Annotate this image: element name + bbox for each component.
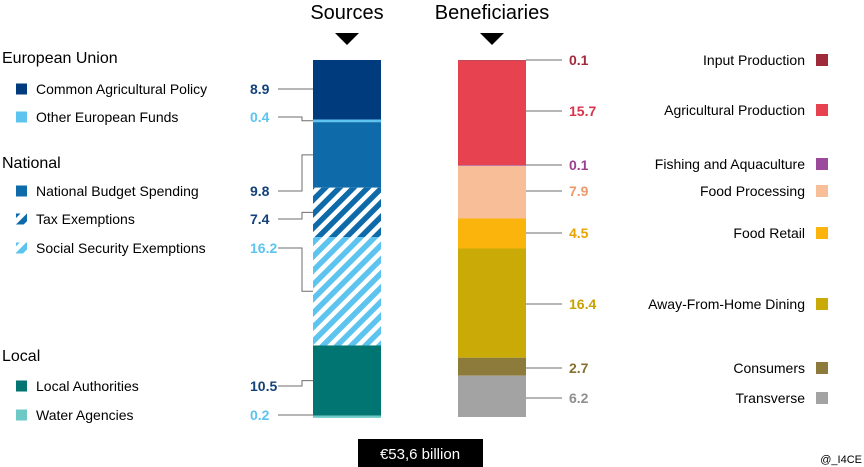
- sources-header: Sources: [310, 2, 383, 24]
- source-leader-line: [278, 247, 313, 292]
- beneficiary-swatch: [816, 362, 828, 374]
- beneficiary-value: 7.9: [569, 183, 589, 199]
- source-value: 7.4: [250, 211, 270, 227]
- source-leader-line: [278, 380, 313, 387]
- source-value: 16.2: [250, 240, 277, 256]
- source-label: Social Security Exemptions: [36, 240, 206, 256]
- beneficiary-label: Transverse: [735, 390, 805, 406]
- beneficiary-value: 2.7: [569, 360, 589, 376]
- sources-segment: [313, 60, 381, 120]
- credit-label: @_I4CE: [820, 454, 862, 466]
- beneficiaries-header: Beneficiaries: [435, 2, 550, 24]
- sources-bar: [313, 60, 381, 418]
- source-swatch: [16, 409, 27, 421]
- beneficiary-value: 16.4: [569, 296, 596, 312]
- beneficiary-swatch: [816, 392, 828, 404]
- sources-segment: [313, 187, 381, 238]
- beneficiary-value: 4.5: [569, 225, 589, 241]
- beneficiary-label: Input Production: [703, 52, 805, 68]
- total-box: [358, 439, 483, 467]
- beneficiary-label: Consumers: [733, 360, 805, 376]
- source-swatch: [16, 242, 27, 254]
- sources-segment: [313, 122, 381, 188]
- source-swatch: [16, 380, 27, 392]
- source-value: 8.9: [250, 81, 270, 97]
- beneficiary-swatch: [816, 185, 828, 197]
- beneficiary-swatch: [816, 227, 828, 239]
- sources-segment: [313, 415, 381, 418]
- sources-arrow-icon: [335, 33, 359, 45]
- source-group-heading: National: [2, 155, 61, 172]
- source-label: Local Authorities: [36, 378, 139, 394]
- beneficiary-segment: [458, 357, 526, 376]
- source-swatch: [16, 83, 27, 95]
- beneficiary-segment: [458, 218, 526, 249]
- beneficiaries-arrow-icon: [480, 33, 504, 45]
- beneficiary-label: Agricultural Production: [664, 102, 805, 118]
- source-swatch: [16, 111, 27, 123]
- beneficiary-swatch: [816, 298, 828, 310]
- source-value: 9.8: [250, 183, 270, 199]
- sources-legend: European Union Common Agricultural Policy…: [2, 50, 313, 423]
- beneficiary-value: 0.1: [569, 52, 589, 68]
- source-value: 0.4: [250, 109, 270, 125]
- beneficiary-swatch: [816, 104, 828, 116]
- sources-segment: [313, 237, 381, 346]
- source-group-heading: Local: [2, 348, 40, 365]
- source-leader-line: [278, 116, 313, 122]
- beneficiary-segment: [458, 165, 526, 219]
- source-value: 0.2: [250, 407, 270, 423]
- source-value: 10.5: [250, 378, 277, 394]
- beneficiary-segment: [458, 375, 526, 417]
- source-label: Other European Funds: [36, 109, 178, 125]
- beneficiary-swatch: [816, 158, 828, 170]
- beneficiary-segment: [458, 60, 526, 61]
- source-swatch: [16, 185, 27, 197]
- beneficiary-value: 15.7: [569, 103, 596, 119]
- source-label: Tax Exemptions: [36, 211, 135, 227]
- source-group-heading: European Union: [2, 50, 118, 67]
- source-label: Common Agricultural Policy: [36, 81, 207, 97]
- source-leader-line: [278, 211, 313, 220]
- beneficiary-segment: [458, 165, 526, 166]
- beneficiary-segment: [458, 60, 526, 166]
- beneficiaries-legend: 0.1 Input Production 15.7 Agricultural Prod…: [526, 52, 828, 406]
- total-label: €53,6 billion: [380, 446, 460, 463]
- beneficiaries-bar: [458, 60, 526, 417]
- beneficiary-segment: [458, 248, 526, 358]
- source-swatch: [16, 213, 27, 225]
- beneficiary-label: Food Processing: [700, 183, 805, 199]
- sources-segment: [313, 345, 381, 416]
- beneficiary-label: Fishing and Aquaculture: [655, 156, 805, 172]
- beneficiary-swatch: [816, 54, 828, 66]
- source-label: National Budget Spending: [36, 183, 199, 199]
- source-leader-line: [278, 154, 313, 192]
- sources-segment: [313, 119, 381, 123]
- source-label: Water Agencies: [36, 407, 134, 423]
- beneficiary-label: Food Retail: [733, 225, 805, 241]
- beneficiary-value: 0.1: [569, 157, 589, 173]
- beneficiary-value: 6.2: [569, 390, 589, 406]
- beneficiary-label: Away-From-Home Dining: [648, 296, 805, 312]
